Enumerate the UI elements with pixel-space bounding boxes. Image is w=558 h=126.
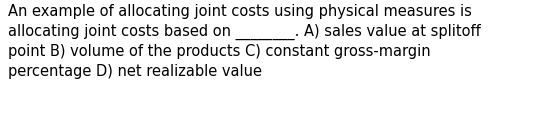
Text: An example of allocating joint costs using physical measures is
allocating joint: An example of allocating joint costs usi… — [8, 4, 480, 79]
